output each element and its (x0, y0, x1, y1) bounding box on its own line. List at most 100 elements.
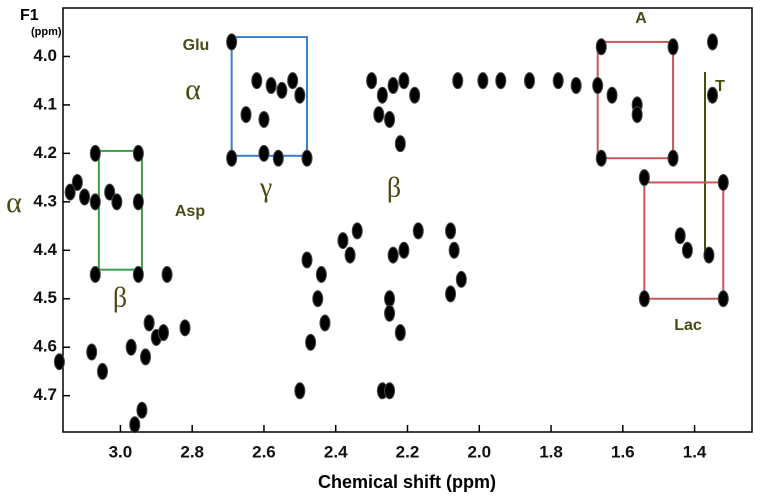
peak (495, 72, 507, 90)
y-axis-label: F1 (20, 7, 39, 24)
peak (265, 77, 277, 95)
peak (226, 33, 238, 51)
peak (287, 72, 299, 90)
peak (251, 72, 263, 90)
peak (179, 319, 191, 337)
annotation: Asp (175, 203, 205, 220)
peak (276, 81, 288, 99)
peak (394, 324, 406, 342)
peak (129, 416, 141, 434)
peak (344, 246, 356, 264)
peak (674, 227, 686, 245)
y-tick-label: 4.1 (33, 94, 57, 113)
peak (703, 246, 715, 264)
peak (132, 144, 144, 162)
peak (305, 333, 317, 351)
peak (398, 72, 410, 90)
x-tick-label: 2.4 (324, 442, 348, 461)
peak (452, 72, 464, 90)
peak (384, 110, 396, 128)
peak (161, 266, 173, 284)
peak (96, 362, 108, 380)
peak (717, 290, 729, 308)
x-tick-label: 3.0 (109, 442, 133, 461)
peak (240, 106, 252, 124)
peak (337, 232, 349, 250)
peak (707, 86, 719, 104)
peak (524, 72, 536, 90)
x-tick-label: 2.2 (396, 442, 420, 461)
x-tick-label: 2.8 (180, 442, 204, 461)
peak (592, 77, 604, 95)
y-tick-label: 4.6 (33, 337, 57, 356)
peak (89, 193, 101, 211)
peak (366, 72, 378, 90)
peak (455, 270, 467, 288)
annotation: Lac (674, 317, 702, 334)
peak (398, 241, 410, 259)
y-tick-label: 4.2 (33, 143, 57, 162)
peak (477, 72, 489, 90)
peak (606, 86, 618, 104)
y-axis-unit: (ppm) (31, 26, 62, 38)
annotation: A (635, 10, 647, 27)
peak (104, 183, 116, 201)
peak (384, 290, 396, 308)
peak (707, 33, 719, 51)
peak (143, 314, 155, 332)
peak (132, 266, 144, 284)
region-box (97, 149, 143, 271)
peak (448, 241, 460, 259)
peak (384, 382, 396, 400)
peak (79, 188, 91, 206)
peak (89, 144, 101, 162)
peak (376, 86, 388, 104)
peak (294, 86, 306, 104)
peak (157, 324, 169, 342)
peak (631, 106, 643, 124)
peak (638, 169, 650, 187)
y-tick-label: 4.0 (33, 46, 57, 65)
peak (445, 222, 457, 240)
peak (319, 314, 331, 332)
x-tick-label: 1.4 (683, 442, 707, 461)
peak (272, 149, 284, 167)
peak (409, 86, 421, 104)
peak (312, 290, 324, 308)
peak (140, 348, 152, 366)
annotation: T (715, 78, 725, 95)
x-tick-label: 1.8 (539, 442, 563, 461)
peak (132, 193, 144, 211)
peak (638, 290, 650, 308)
x-axis-label: Chemical shift (ppm) (318, 472, 496, 492)
x-tick-label: 2.0 (467, 442, 491, 461)
peak (89, 266, 101, 284)
peak (71, 173, 83, 191)
peak (53, 353, 65, 371)
peak (595, 38, 607, 56)
peak (387, 77, 399, 95)
annotation: β (387, 172, 401, 203)
peak (294, 382, 306, 400)
peak (301, 149, 313, 167)
peak (387, 246, 399, 264)
peak (570, 77, 582, 95)
annotation: β (113, 282, 127, 313)
peak (226, 149, 238, 167)
peak (717, 173, 729, 191)
peak (125, 338, 137, 356)
y-tick-label: 4.3 (33, 191, 57, 210)
annotation: Glu (183, 37, 210, 54)
peak (258, 110, 270, 128)
peak (86, 343, 98, 361)
y-tick-label: 4.7 (33, 385, 57, 404)
peak (64, 183, 76, 201)
region-box (643, 181, 725, 300)
peak (384, 304, 396, 322)
peak (681, 241, 693, 259)
peak (301, 251, 313, 269)
peak (136, 401, 148, 419)
peak (394, 135, 406, 153)
peak (258, 144, 270, 162)
